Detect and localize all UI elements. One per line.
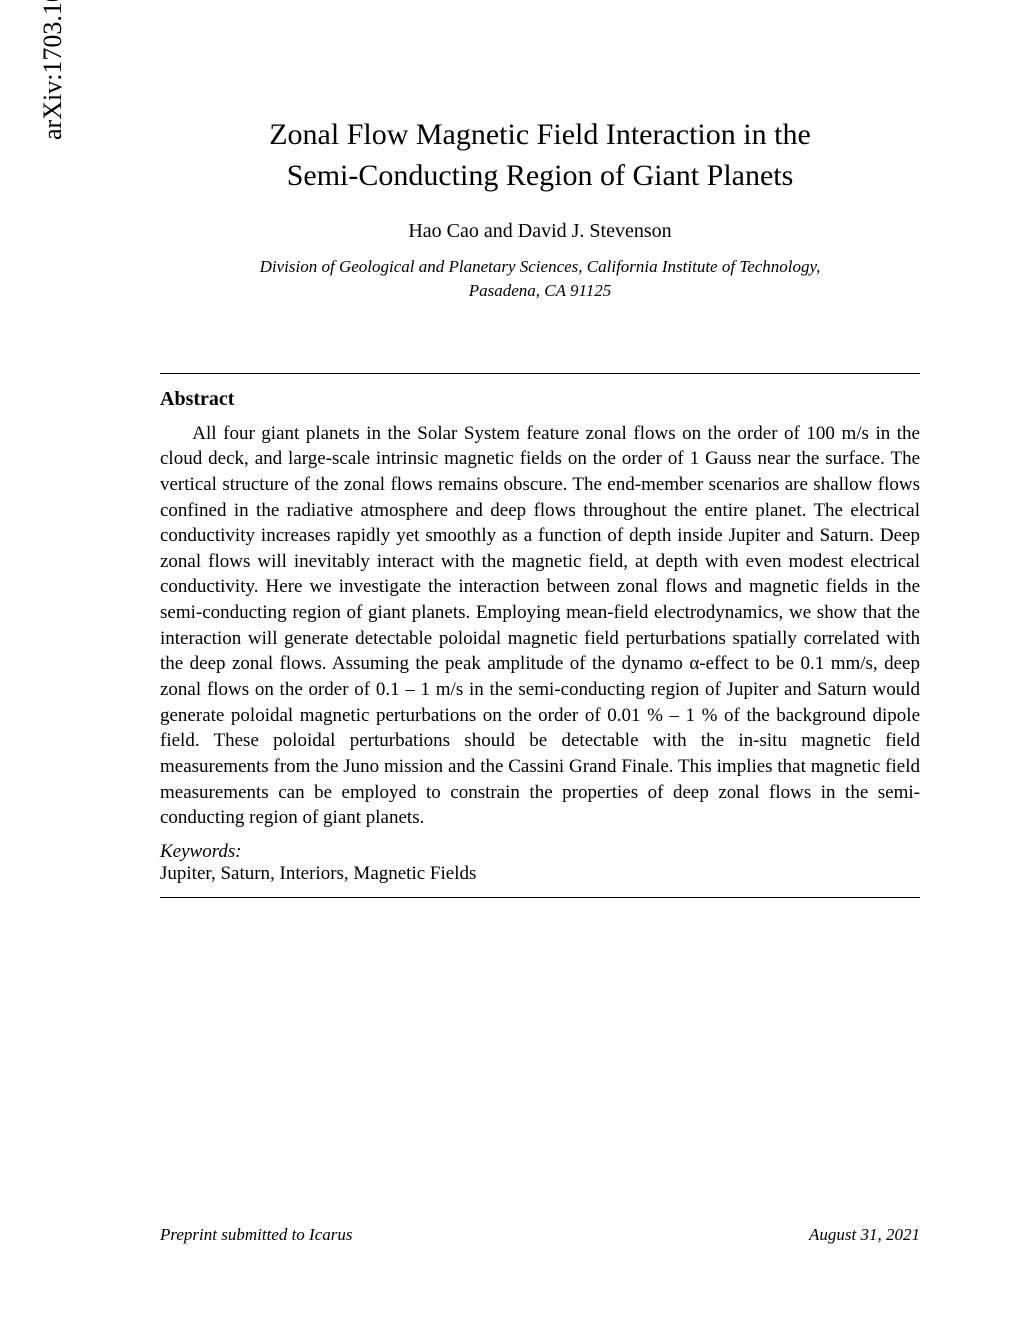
arxiv-id-text: arXiv:1703.10273v1 [astro-ph.EP] 29 Mar …: [38, 0, 67, 140]
page-footer: Preprint submitted to Icarus August 31, …: [160, 1225, 920, 1245]
abstract-body: All four giant planets in the Solar Syst…: [160, 421, 920, 831]
title-line-1: Zonal Flow Magnetic Field Interaction in…: [269, 118, 811, 151]
footer-journal: Preprint submitted to Icarus: [160, 1225, 353, 1245]
keywords-text: Jupiter, Saturn, Interiors, Magnetic Fie…: [160, 863, 920, 885]
abstract-heading: Abstract: [160, 388, 920, 411]
paper-title: Zonal Flow Magnetic Field Interaction in…: [160, 115, 920, 196]
paper-content: Zonal Flow Magnetic Field Interaction in…: [160, 115, 920, 898]
keywords-label: Keywords:: [160, 841, 920, 863]
affiliation-line-2: Pasadena, CA 91125: [469, 281, 611, 300]
bottom-rule: [160, 897, 920, 898]
footer-date: August 31, 2021: [809, 1225, 920, 1245]
affiliation: Division of Geological and Planetary Sci…: [160, 255, 920, 303]
top-rule: [160, 373, 920, 374]
title-line-2: Semi-Conducting Region of Giant Planets: [287, 159, 794, 192]
affiliation-line-1: Division of Geological and Planetary Sci…: [260, 257, 821, 276]
author-list: Hao Cao and David J. Stevenson: [160, 220, 920, 243]
